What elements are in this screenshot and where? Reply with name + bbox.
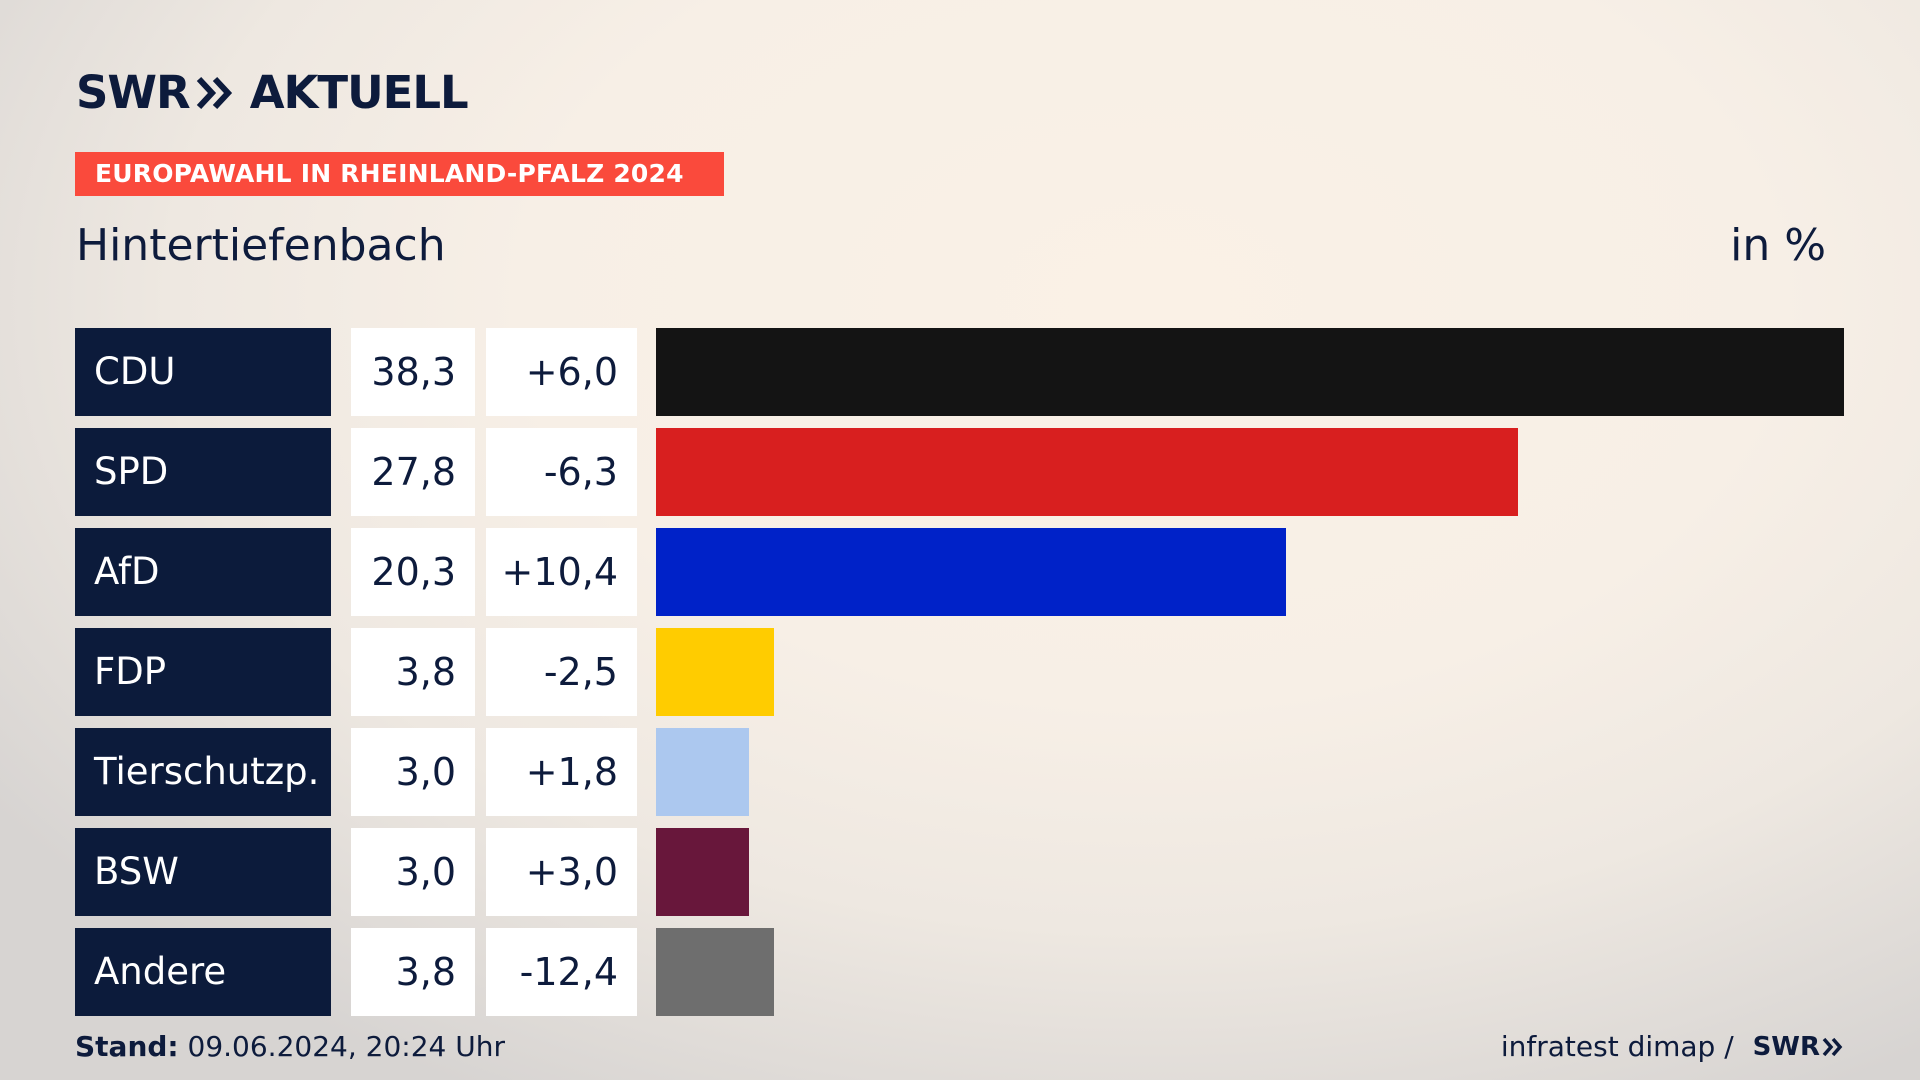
vote-change-value: +3,0 [486, 828, 637, 916]
swr-small-logo: SWR [1753, 1032, 1844, 1062]
vote-change-value: +6,0 [486, 328, 637, 416]
result-row: CDU 38,3 +6,0 [75, 328, 1845, 416]
place-title: Hintertiefenbach [76, 220, 446, 271]
vote-share-value: 3,0 [351, 728, 475, 816]
vote-change-value: +1,8 [486, 728, 637, 816]
result-bar [656, 828, 750, 916]
result-row: Andere 3,8 -12,4 [75, 928, 1845, 1016]
party-label: Tierschutzp. [75, 728, 331, 816]
vote-share-value: 20,3 [351, 528, 475, 616]
vote-share-value: 3,8 [351, 928, 475, 1016]
result-row: AfD 20,3 +10,4 [75, 528, 1845, 616]
result-bar [656, 628, 774, 716]
vote-change-value: +10,4 [486, 528, 637, 616]
vote-share-value: 3,8 [351, 628, 475, 716]
party-label: AfD [75, 528, 331, 616]
result-bar [656, 728, 750, 816]
result-row: BSW 3,0 +3,0 [75, 828, 1845, 916]
timestamp: Stand: 09.06.2024, 20:24 Uhr [75, 1030, 505, 1063]
result-row: FDP 3,8 -2,5 [75, 628, 1845, 716]
result-bar [656, 528, 1286, 616]
logo-swr-text: SWR [76, 66, 191, 119]
vote-share-value: 3,0 [351, 828, 475, 916]
vote-share-value: 27,8 [351, 428, 475, 516]
party-label: Andere [75, 928, 331, 1016]
party-label: SPD [75, 428, 331, 516]
vote-change-value: -12,4 [486, 928, 637, 1016]
party-label: CDU [75, 328, 331, 416]
result-row: SPD 27,8 -6,3 [75, 428, 1845, 516]
stand-label: Stand: [75, 1030, 179, 1063]
result-bar [656, 928, 774, 1016]
source-text: infratest dimap / [1500, 1030, 1743, 1063]
source-credit: infratest dimap / SWR [1501, 1030, 1844, 1063]
swr-aktuell-logo: SWR AKTUELL [76, 66, 469, 119]
result-bar [656, 428, 1519, 516]
unit-label: in % [1730, 220, 1826, 271]
party-label: FDP [75, 628, 331, 716]
swr-small-text: SWR [1752, 1031, 1820, 1062]
vote-change-value: -2,5 [486, 628, 637, 716]
result-bar [656, 328, 1844, 416]
double-chevron-icon [196, 76, 232, 109]
result-row: Tierschutzp. 3,0 +1,8 [75, 728, 1845, 816]
vote-share-value: 38,3 [351, 328, 475, 416]
logo-aktuell-text: AKTUELL [249, 66, 469, 119]
election-banner: EUROPAWAHL IN RHEINLAND-PFALZ 2024 [75, 152, 724, 196]
party-label: BSW [75, 828, 331, 916]
double-chevron-small-icon [1822, 1037, 1843, 1056]
vote-change-value: -6,3 [486, 428, 637, 516]
stand-value: 09.06.2024, 20:24 Uhr [178, 1030, 505, 1063]
